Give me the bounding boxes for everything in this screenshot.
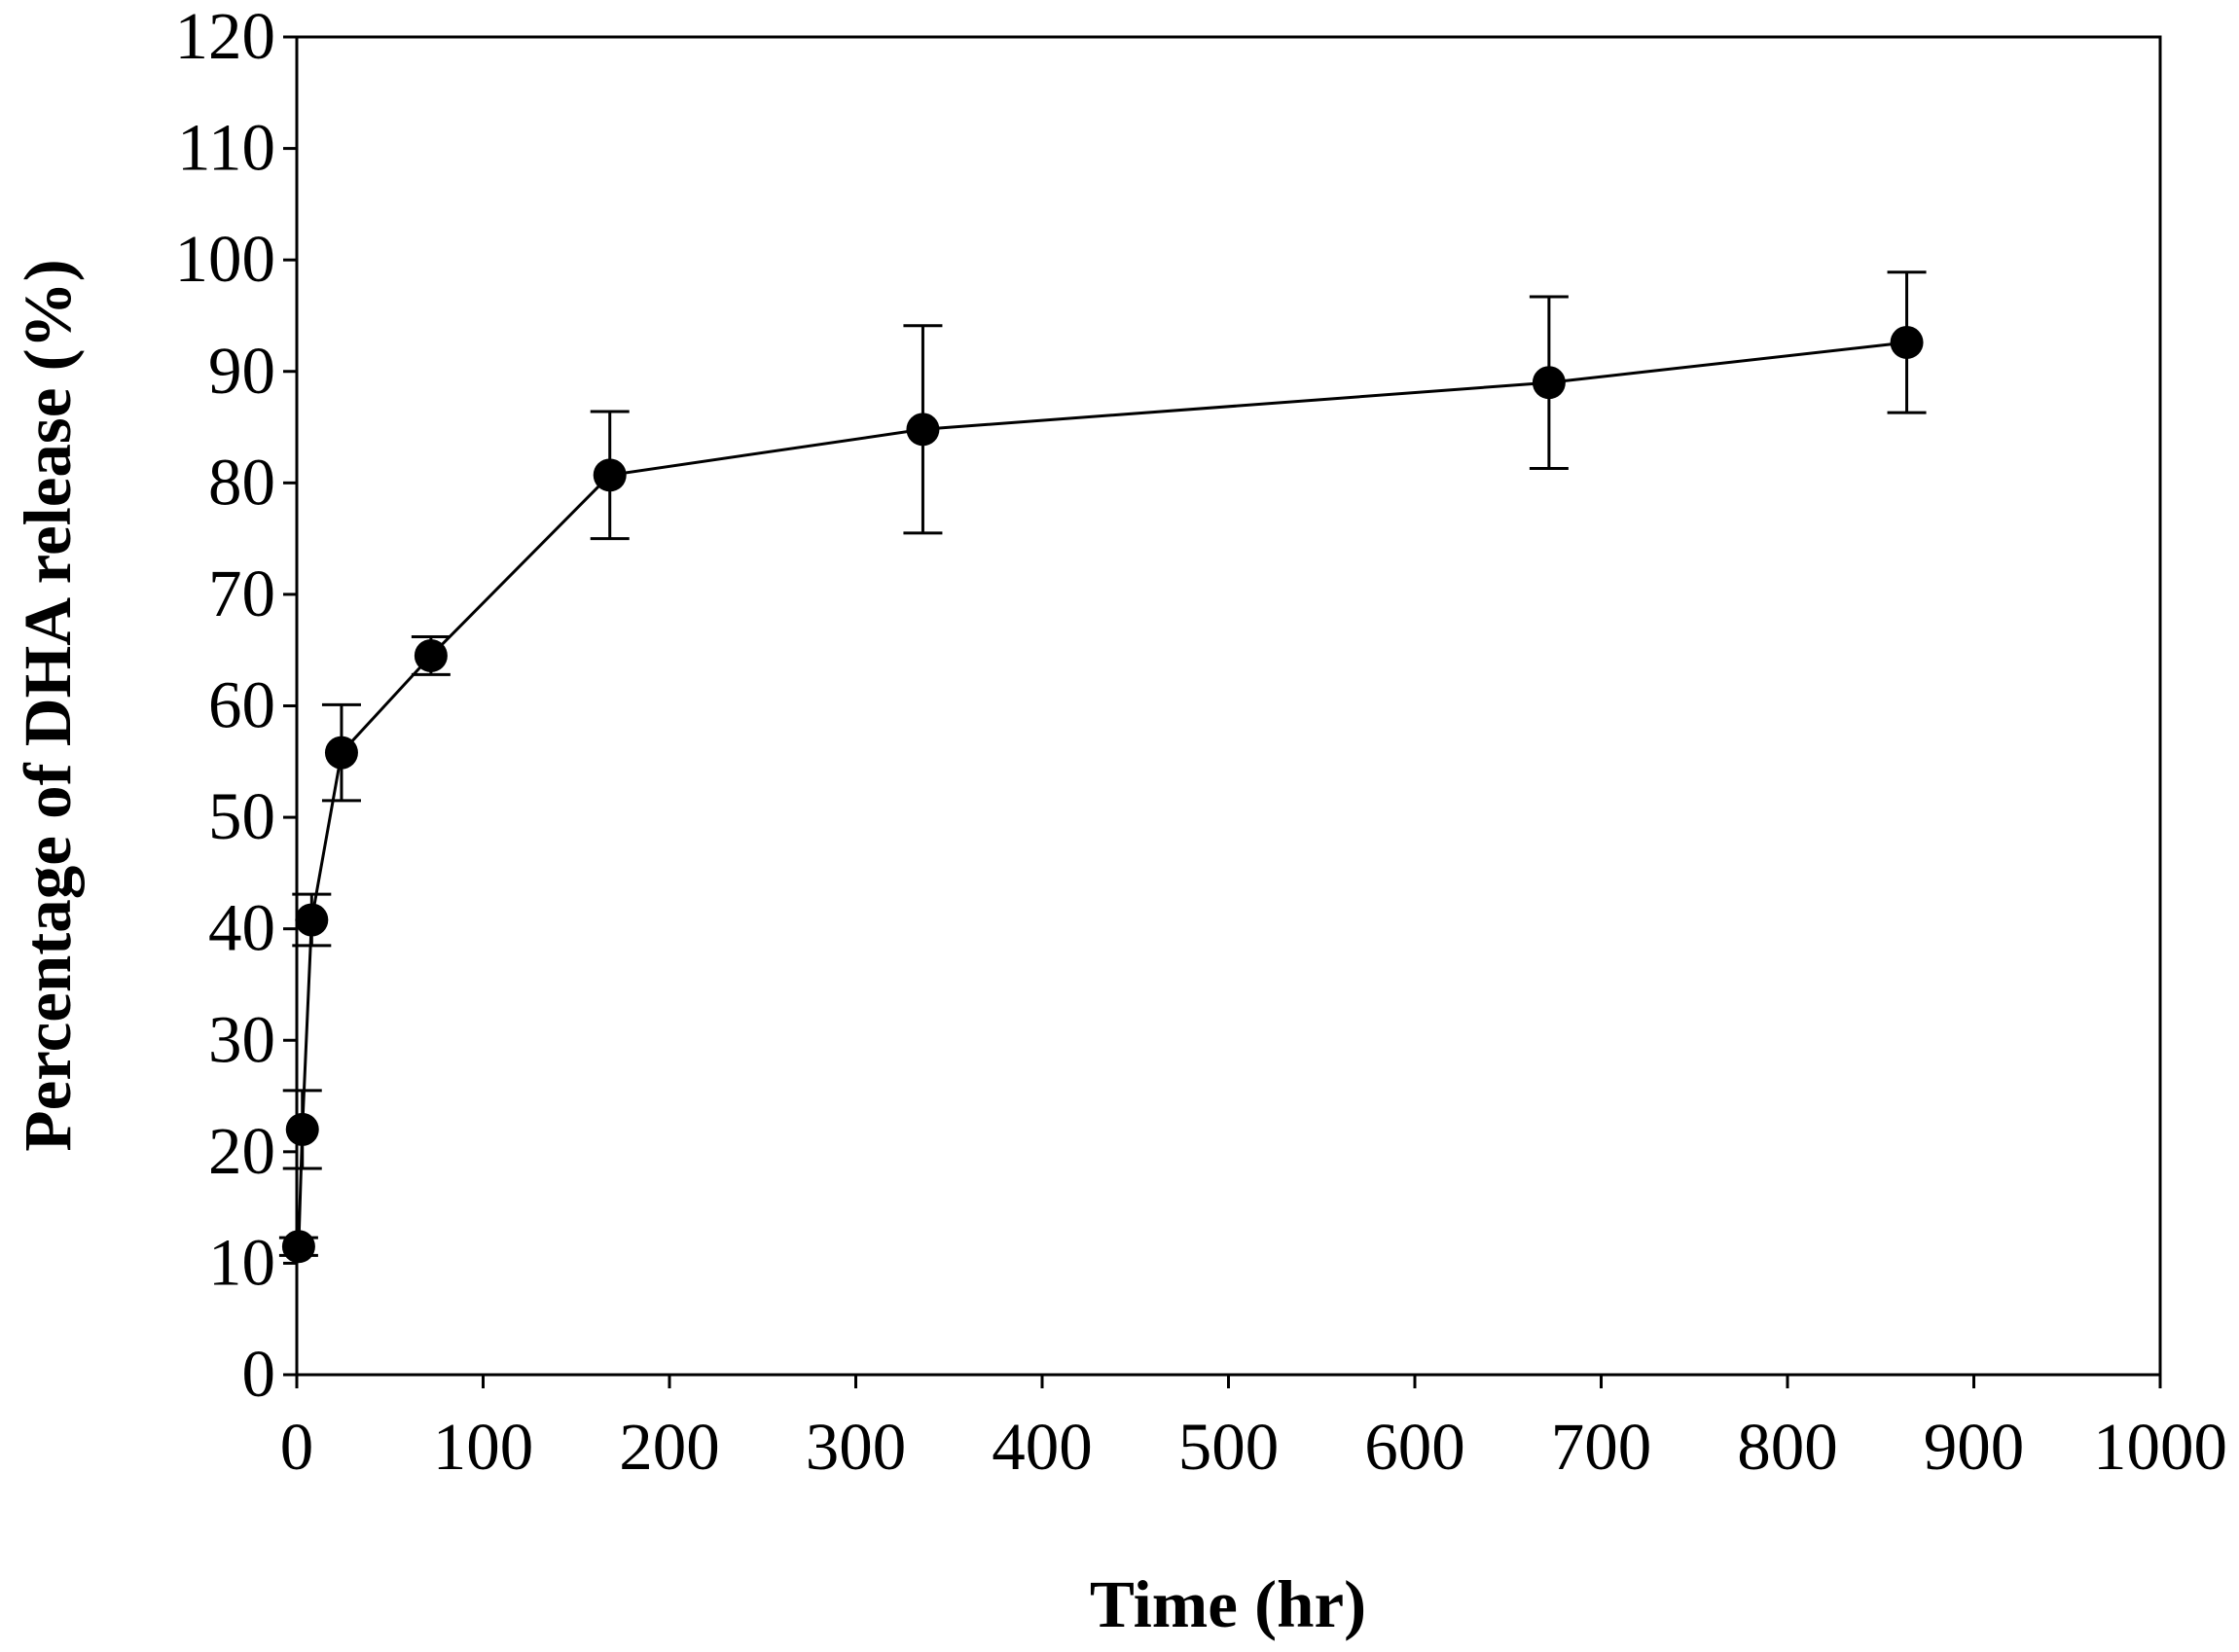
y-tick-label: 60 xyxy=(208,668,275,742)
x-tick-label: 400 xyxy=(992,1410,1093,1484)
x-axis-title: Time (hr) xyxy=(1090,1567,1366,1641)
data-point xyxy=(414,638,448,672)
y-axis-title: Percentage of DHA release (%) xyxy=(11,259,85,1151)
y-tick-label: 0 xyxy=(242,1337,276,1411)
y-axis: 0 10 20 30 40 50 60 70 80 90 100 110 120 xyxy=(175,0,297,1411)
data-point xyxy=(1890,325,1924,359)
x-tick-label: 500 xyxy=(1178,1410,1280,1484)
x-axis: 0 100 200 300 400 500 600 700 800 900 1000 xyxy=(280,1375,2227,1484)
data-point xyxy=(281,1230,315,1264)
y-tick-label: 20 xyxy=(208,1114,275,1188)
series-line xyxy=(297,341,1907,1247)
data-point xyxy=(1532,366,1566,400)
y-tick-label: 100 xyxy=(175,222,276,296)
x-tick-label: 800 xyxy=(1737,1410,1838,1484)
y-tick-label: 40 xyxy=(208,891,275,965)
data-point xyxy=(324,736,358,770)
y-tick-label: 120 xyxy=(175,0,276,73)
data-point xyxy=(593,458,627,492)
x-tick-label: 700 xyxy=(1551,1410,1652,1484)
x-tick-label: 100 xyxy=(433,1410,534,1484)
data-point xyxy=(285,1112,319,1146)
plot-area xyxy=(295,35,2162,1377)
y-tick-label: 90 xyxy=(208,334,275,408)
series-layer xyxy=(278,270,1927,1264)
y-tick-label: 10 xyxy=(208,1225,275,1299)
x-tick-label: 300 xyxy=(806,1410,907,1484)
x-tick-label: 900 xyxy=(1924,1410,2025,1484)
x-tick-label: 600 xyxy=(1364,1410,1465,1484)
x-tick-label: 0 xyxy=(280,1410,314,1484)
y-tick-label: 110 xyxy=(177,111,275,185)
y-tick-label: 50 xyxy=(208,779,275,853)
x-tick-label: 200 xyxy=(619,1410,720,1484)
x-tick-label: 1000 xyxy=(2093,1410,2227,1484)
y-tick-label: 80 xyxy=(208,445,275,519)
data-point xyxy=(906,413,940,447)
y-tick-label: 30 xyxy=(208,1002,275,1076)
y-tick-label: 70 xyxy=(208,557,275,630)
data-point xyxy=(295,903,329,937)
